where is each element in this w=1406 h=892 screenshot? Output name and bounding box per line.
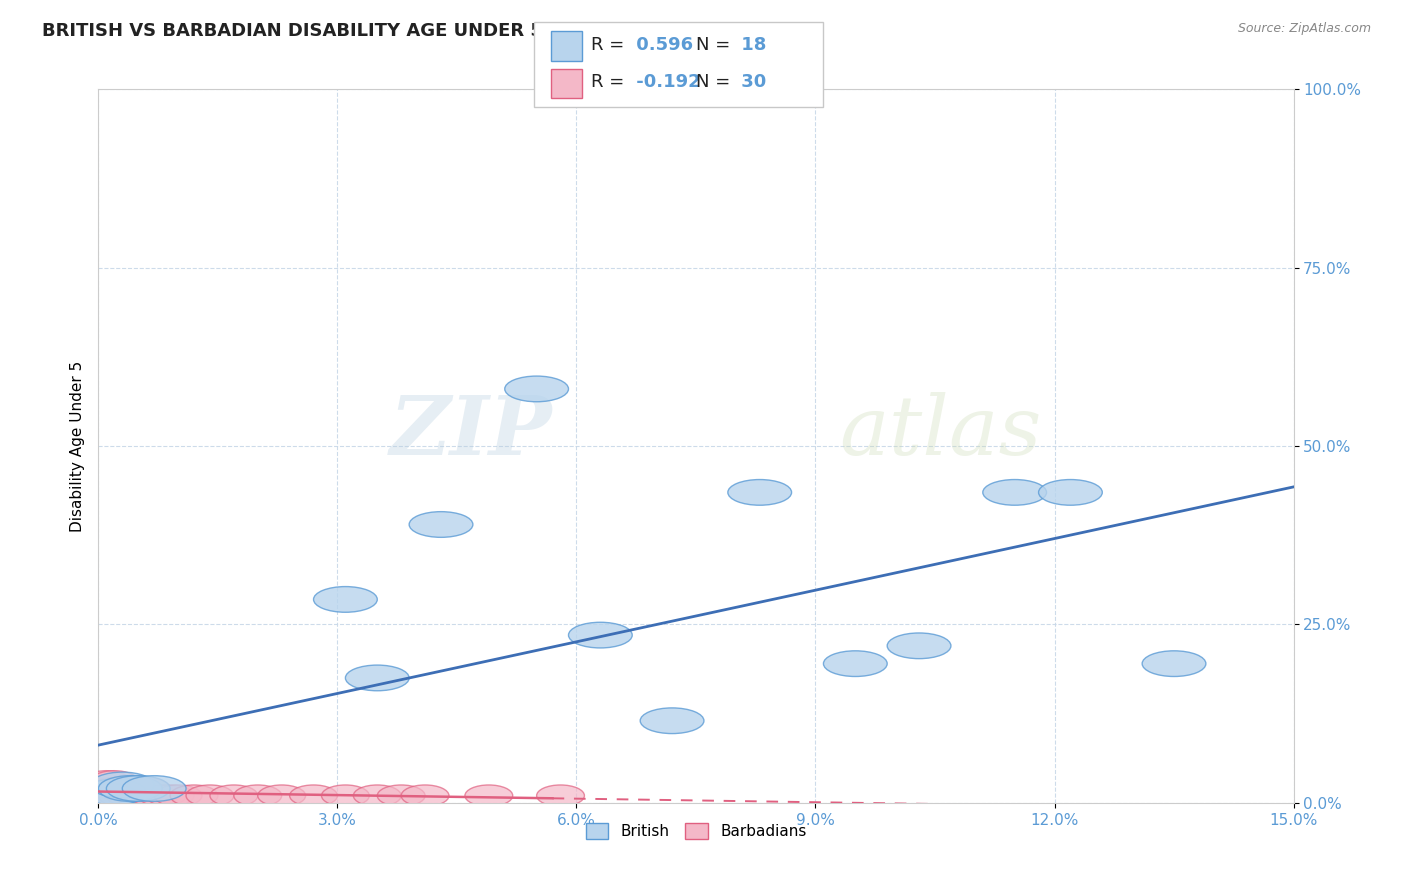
Ellipse shape <box>401 785 449 806</box>
Ellipse shape <box>107 778 155 799</box>
Ellipse shape <box>114 778 162 799</box>
Ellipse shape <box>505 376 568 401</box>
Ellipse shape <box>314 587 377 612</box>
Text: N =: N = <box>696 36 730 54</box>
Text: BRITISH VS BARBADIAN DISABILITY AGE UNDER 5 CORRELATION CHART: BRITISH VS BARBADIAN DISABILITY AGE UNDE… <box>42 22 765 40</box>
Text: ZIP: ZIP <box>389 392 553 472</box>
Ellipse shape <box>887 633 950 658</box>
Ellipse shape <box>209 785 257 806</box>
Ellipse shape <box>83 778 131 799</box>
Ellipse shape <box>122 785 170 806</box>
Ellipse shape <box>1142 651 1206 676</box>
Text: -0.192: -0.192 <box>630 73 700 91</box>
Ellipse shape <box>186 785 233 806</box>
Ellipse shape <box>640 708 704 733</box>
Ellipse shape <box>537 785 585 806</box>
Ellipse shape <box>90 772 155 797</box>
Ellipse shape <box>90 785 138 806</box>
Ellipse shape <box>90 778 138 799</box>
Ellipse shape <box>122 778 170 799</box>
Ellipse shape <box>568 623 633 648</box>
Ellipse shape <box>983 480 1046 505</box>
Ellipse shape <box>170 785 218 806</box>
Ellipse shape <box>131 785 179 806</box>
Ellipse shape <box>138 785 186 806</box>
Ellipse shape <box>353 785 401 806</box>
Text: Source: ZipAtlas.com: Source: ZipAtlas.com <box>1237 22 1371 36</box>
Ellipse shape <box>107 776 170 801</box>
Text: N =: N = <box>696 73 730 91</box>
Ellipse shape <box>83 785 131 806</box>
Text: 18: 18 <box>735 36 766 54</box>
Ellipse shape <box>322 785 370 806</box>
Ellipse shape <box>465 785 513 806</box>
Ellipse shape <box>290 785 337 806</box>
Ellipse shape <box>122 776 186 801</box>
Ellipse shape <box>377 785 425 806</box>
Ellipse shape <box>409 512 472 537</box>
Ellipse shape <box>1039 480 1102 505</box>
Text: 0.596: 0.596 <box>630 36 693 54</box>
Ellipse shape <box>75 783 138 808</box>
Ellipse shape <box>98 776 162 801</box>
Ellipse shape <box>155 785 202 806</box>
Ellipse shape <box>83 771 131 792</box>
Ellipse shape <box>107 785 155 806</box>
Y-axis label: Disability Age Under 5: Disability Age Under 5 <box>69 360 84 532</box>
Ellipse shape <box>90 771 138 792</box>
Legend: British, Barbadians: British, Barbadians <box>579 817 813 845</box>
Ellipse shape <box>146 785 194 806</box>
Ellipse shape <box>114 785 162 806</box>
Ellipse shape <box>728 480 792 505</box>
Ellipse shape <box>257 785 305 806</box>
Ellipse shape <box>98 778 146 799</box>
Text: 30: 30 <box>735 73 766 91</box>
Ellipse shape <box>233 785 281 806</box>
Ellipse shape <box>98 785 146 806</box>
Ellipse shape <box>83 780 146 805</box>
Text: R =: R = <box>591 36 624 54</box>
Text: R =: R = <box>591 73 624 91</box>
Text: atlas: atlas <box>839 392 1042 472</box>
Ellipse shape <box>346 665 409 690</box>
Ellipse shape <box>824 651 887 676</box>
